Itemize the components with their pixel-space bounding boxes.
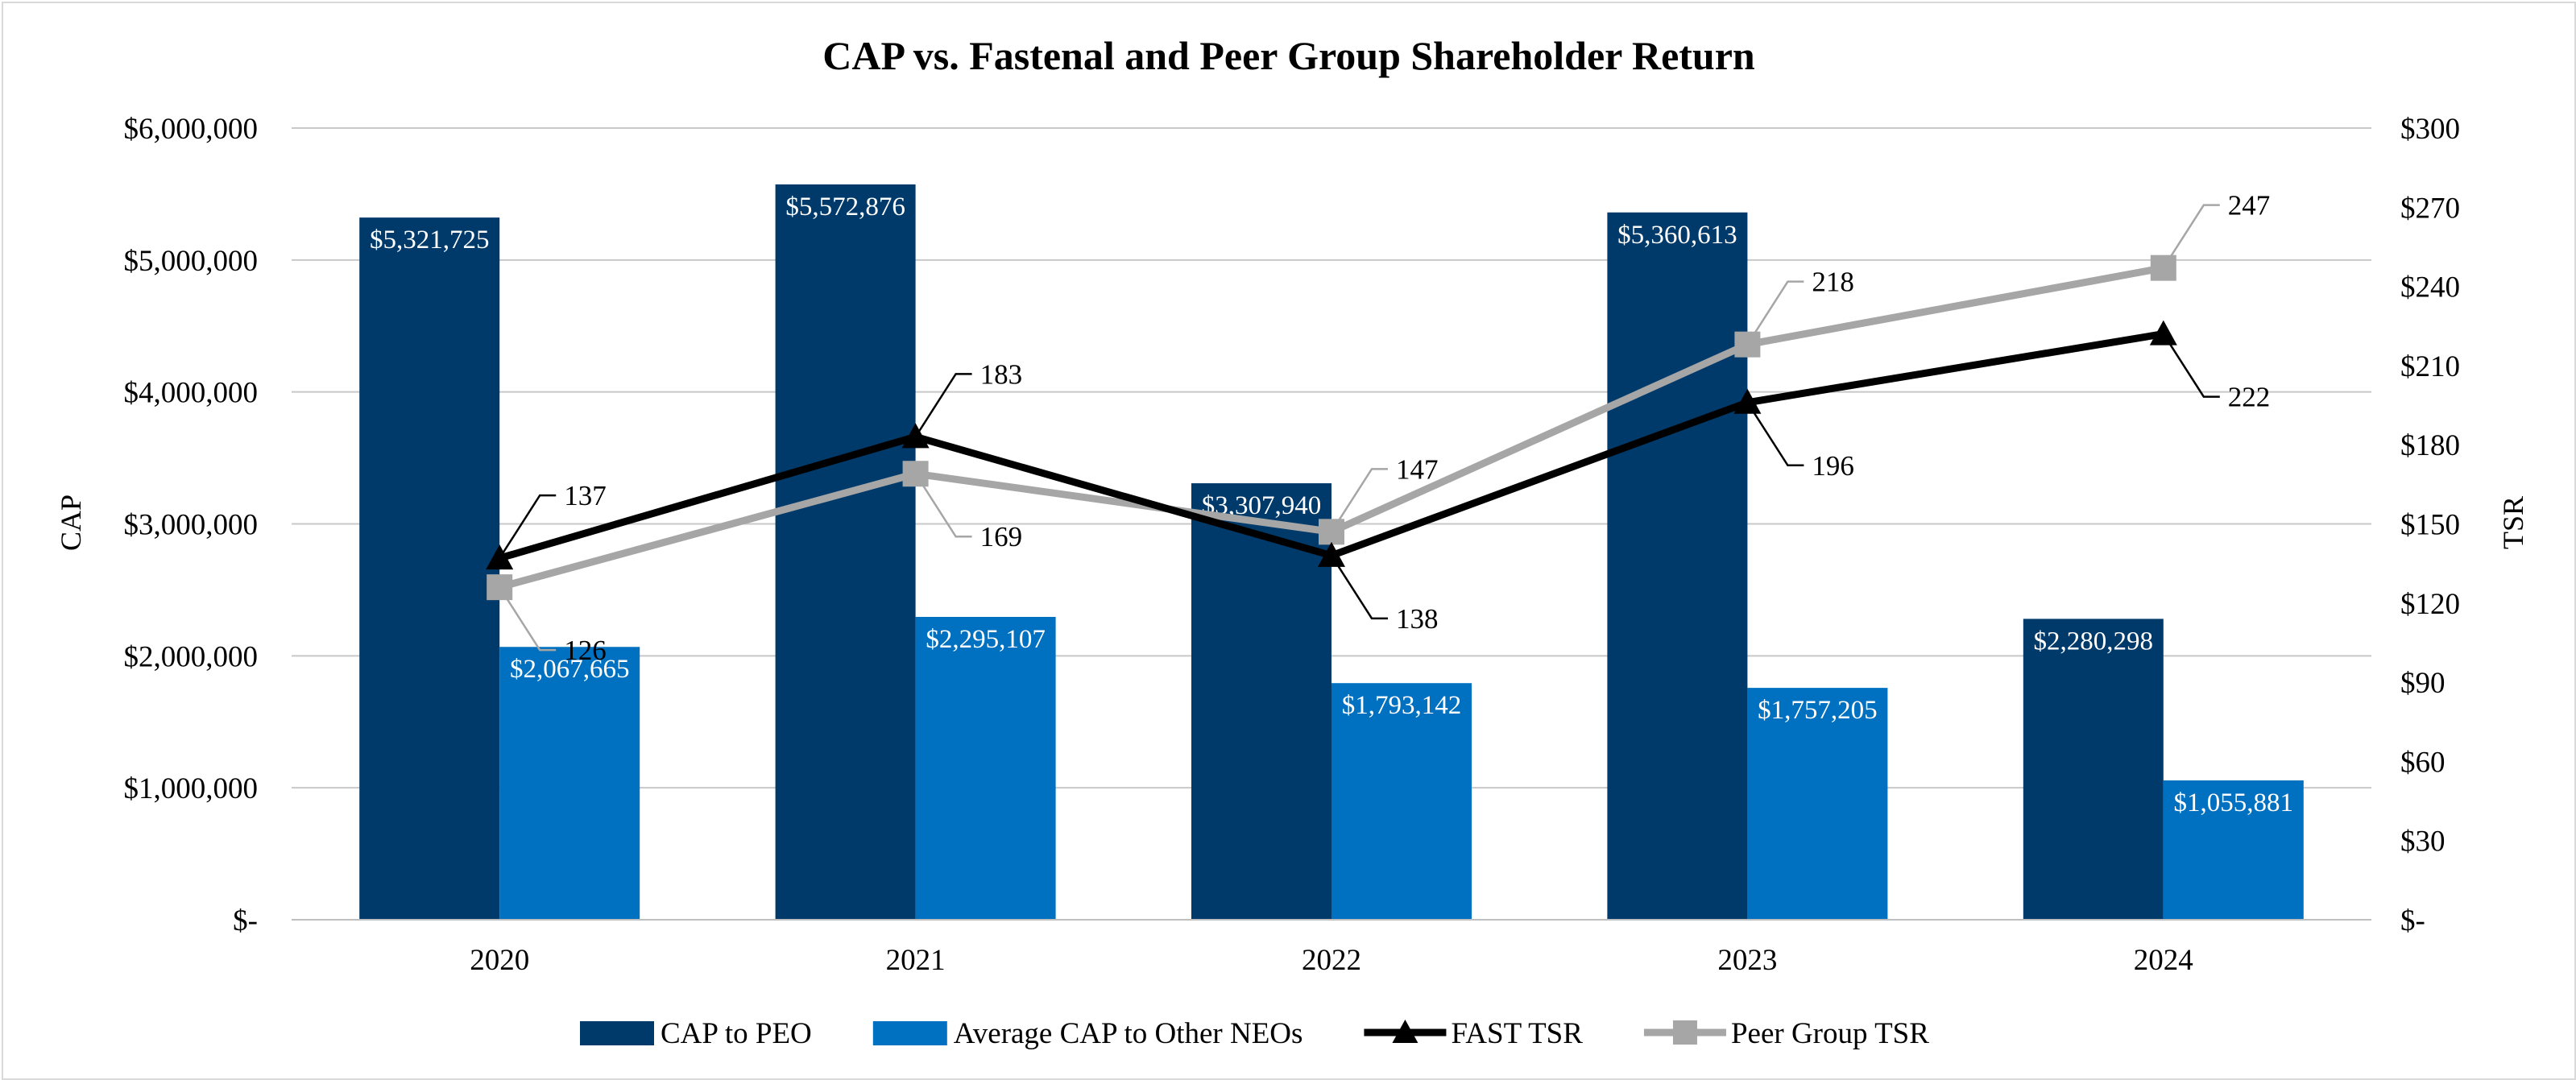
triangle-marker bbox=[1318, 541, 1345, 567]
bar-data-label: $5,360,613 bbox=[1617, 221, 1737, 250]
line-data-label: 126 bbox=[564, 635, 607, 666]
bar-series bbox=[359, 184, 2304, 921]
x-tick-label: 2023 bbox=[1717, 944, 1777, 977]
legend-label: Average CAP to Other NEOs bbox=[954, 1017, 1303, 1050]
right-tick-label: $180 bbox=[2400, 429, 2460, 462]
line-data-label: 222 bbox=[2228, 382, 2271, 413]
line-data-label: 138 bbox=[1396, 603, 1439, 635]
right-tick-label: $210 bbox=[2400, 350, 2460, 383]
bar bbox=[359, 217, 500, 921]
chart: CAP vs. Fastenal and Peer Group Sharehol… bbox=[55, 33, 2529, 1050]
x-tick-label: 2022 bbox=[1302, 944, 1361, 977]
right-tick-label: $30 bbox=[2400, 826, 2446, 859]
right-axis-ticks: $- $30 $60 $90 $120 $150 $180 $210 $240 $270 $300 bbox=[2400, 113, 2460, 937]
legend-label: CAP to PEO bbox=[661, 1017, 812, 1050]
right-axis-label: TSR bbox=[2497, 496, 2529, 549]
triangle-marker bbox=[2149, 320, 2177, 346]
bar-data-label: $5,321,725 bbox=[370, 226, 490, 254]
bar bbox=[915, 616, 1056, 920]
line-data-label: 247 bbox=[2228, 190, 2271, 221]
leader-line bbox=[914, 473, 972, 538]
leader-line bbox=[914, 373, 972, 438]
left-tick-label: $5,000,000 bbox=[124, 245, 259, 278]
leader-line bbox=[2162, 333, 2220, 398]
legend-swatch bbox=[580, 1021, 654, 1045]
legend-swatch bbox=[872, 1021, 947, 1045]
legend-triangle-marker bbox=[1392, 1020, 1418, 1043]
triangle-marker bbox=[1733, 388, 1762, 414]
right-tick-label: $270 bbox=[2400, 192, 2460, 225]
left-tick-label: $2,000,000 bbox=[124, 640, 259, 673]
line-series bbox=[486, 254, 2177, 601]
bar-data-label: $1,793,142 bbox=[1342, 691, 1462, 720]
left-tick-label: $- bbox=[233, 904, 258, 937]
line-data-label: 169 bbox=[980, 521, 1023, 552]
bar bbox=[1747, 688, 1888, 920]
bar bbox=[1191, 483, 1331, 920]
line-data-label: 196 bbox=[1812, 450, 1854, 482]
line-data-label: 137 bbox=[564, 480, 607, 511]
bar-data-label: $5,572,876 bbox=[785, 192, 905, 221]
legend-label: Peer Group TSR bbox=[1731, 1017, 1929, 1050]
right-tick-label: $60 bbox=[2400, 746, 2446, 779]
leader-line bbox=[499, 586, 557, 652]
legend: CAP to PEO Average CAP to Other NEOs FAST … bbox=[580, 1017, 1929, 1050]
bar-data-labels: $5,321,725$5,572,876$3,307,940$5,360,613… bbox=[370, 192, 2293, 817]
x-tick-label: 2020 bbox=[470, 944, 529, 977]
bar-data-label: $1,055,881 bbox=[2174, 788, 2294, 817]
bar-data-label: $1,757,205 bbox=[1758, 696, 1878, 725]
right-tick-label: $300 bbox=[2400, 113, 2460, 146]
x-axis-ticks: 2020 2021 2022 2023 2024 bbox=[470, 944, 2193, 977]
right-tick-label: $- bbox=[2400, 904, 2425, 937]
left-axis-label: CAP bbox=[55, 494, 87, 551]
left-tick-label: $4,000,000 bbox=[124, 377, 259, 410]
right-tick-label: $150 bbox=[2400, 509, 2460, 542]
left-tick-label: $6,000,000 bbox=[124, 113, 259, 146]
left-tick-label: $1,000,000 bbox=[124, 772, 259, 805]
bar-data-label: $2,067,665 bbox=[510, 655, 630, 684]
leader-line bbox=[1330, 555, 1388, 620]
legend-square-marker bbox=[1672, 1020, 1697, 1045]
line-data-label: 218 bbox=[1812, 267, 1854, 298]
leader-line bbox=[499, 494, 557, 559]
bar bbox=[775, 184, 916, 920]
leader-line bbox=[1746, 280, 1804, 346]
bar bbox=[499, 647, 640, 920]
line-data-label: 183 bbox=[980, 358, 1023, 390]
x-tick-label: 2024 bbox=[2134, 944, 2193, 977]
bar bbox=[2023, 619, 2164, 920]
leader-line bbox=[1746, 402, 1804, 467]
bar bbox=[1331, 683, 1472, 920]
left-axis-ticks: $- $1,000,000 $2,000,000 $3,000,000 $4,000,0… bbox=[124, 113, 259, 937]
right-tick-label: $240 bbox=[2400, 271, 2460, 304]
bar bbox=[2163, 780, 2304, 920]
right-tick-label: $120 bbox=[2400, 588, 2460, 621]
x-tick-label: 2021 bbox=[886, 944, 946, 977]
left-tick-label: $3,000,000 bbox=[124, 509, 259, 542]
bar bbox=[1607, 212, 1748, 920]
line-data-labels: 126 169 147 218 247 137 183 138 196 222 bbox=[499, 190, 2270, 666]
leader-line bbox=[2162, 204, 2220, 269]
chart-title: CAP vs. Fastenal and Peer Group Sharehol… bbox=[822, 33, 1755, 78]
bar-data-label: $2,280,298 bbox=[2034, 627, 2154, 656]
bar-data-label: $2,295,107 bbox=[926, 625, 1046, 654]
line-data-label: 147 bbox=[1396, 453, 1439, 485]
leader-line bbox=[1330, 468, 1388, 533]
right-tick-label: $90 bbox=[2400, 667, 2446, 700]
legend-label: FAST TSR bbox=[1451, 1017, 1583, 1050]
